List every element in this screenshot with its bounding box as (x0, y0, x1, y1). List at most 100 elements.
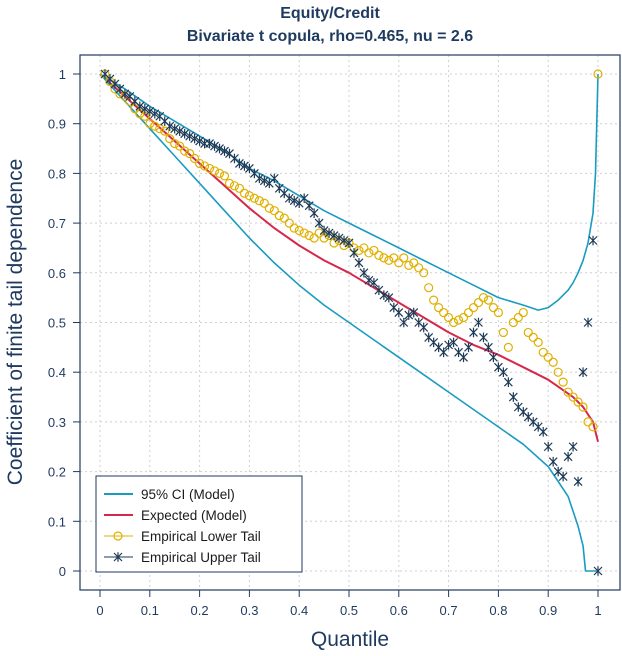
y-tick-label: 0.8 (48, 166, 66, 181)
lower-tail-point (498, 327, 508, 338)
lower-tail-point (384, 255, 394, 265)
upper-tail-point (120, 89, 130, 99)
lower-tail-point (578, 402, 588, 412)
lower-tail-point (304, 230, 314, 241)
legend-label: Expected (Model) (141, 508, 247, 523)
upper-tail-point (344, 238, 354, 248)
upper-tail-point (503, 377, 513, 387)
lower-tail-point (593, 69, 603, 79)
lower-tail-point (553, 367, 563, 377)
x-tick-label: 1 (594, 603, 601, 618)
x-tick-label: 0.6 (390, 603, 408, 618)
y-tick-label: 0.9 (48, 117, 66, 132)
upper-tail-point (543, 441, 553, 452)
lower-tail-point (269, 206, 279, 216)
upper-tail-point (135, 101, 145, 112)
upper-tail-point (588, 235, 598, 246)
x-tick-label: 0.1 (141, 603, 159, 618)
x-tick-label: 0.2 (191, 603, 209, 618)
upper-tail-point (140, 103, 150, 114)
upper-tail-point (210, 141, 219, 151)
upper-tail-point (548, 456, 558, 467)
lower-tail-point (513, 312, 523, 323)
lower-tail-point (259, 198, 269, 208)
legend-swatch-marker (113, 531, 123, 541)
lower-tail-point (409, 258, 419, 268)
upper-tail-point (508, 392, 518, 402)
upper-tail-point (254, 173, 264, 184)
marker-layer (100, 69, 603, 576)
upper-tail-point (583, 317, 593, 328)
lower-tail-point (533, 337, 543, 347)
upper-tail-point (289, 195, 299, 206)
lower-tail-point (160, 126, 170, 136)
x-tick-label: 0.7 (440, 603, 458, 618)
upper-tail-point (324, 228, 334, 238)
upper-tail-point (488, 352, 498, 363)
lower-tail-point (468, 302, 479, 313)
upper-tail-point (334, 233, 344, 243)
lower-tail-point (473, 298, 484, 308)
upper-tail-point (329, 230, 339, 241)
lower-tail-point (204, 163, 215, 174)
y-tick-label: 0.6 (48, 266, 66, 281)
lower-tail-point (379, 253, 389, 263)
lower-tail-point (354, 245, 364, 256)
upper-tail-point (563, 451, 573, 462)
y-tick-label: 0 (59, 564, 66, 579)
upper-tail-point (175, 126, 185, 136)
lower-tail-point (145, 119, 155, 129)
x-tick-label: 0.5 (340, 603, 358, 618)
y-tick-label: 0.4 (48, 365, 66, 380)
lower-tail-point (434, 302, 444, 313)
upper-tail-point (190, 133, 200, 144)
upper-tail-point (239, 161, 249, 171)
lower-tail-point (214, 168, 225, 178)
lower-tail-point (528, 332, 538, 343)
lower-tail-point (389, 253, 399, 263)
upper-tail-point (309, 208, 319, 218)
lower-tail-point (429, 295, 439, 305)
chart-subtitle: Bivariate t copula, rho=0.465, nu = 2.6 (187, 28, 473, 45)
upper-tail-point (304, 200, 314, 211)
chart-title: Equity/Credit (280, 5, 380, 22)
upper-tail-point (354, 258, 364, 268)
legend-label: 95% CI (Model) (141, 487, 235, 502)
upper-tail-point (573, 476, 583, 487)
lower-tail-point (199, 161, 210, 171)
lower-tail-point (458, 312, 469, 323)
lower-tail-point (234, 183, 245, 193)
upper-tail-point (593, 566, 603, 576)
upper-tail-point (205, 138, 214, 149)
upper-tail-point (220, 146, 229, 156)
lower-tail-point (453, 315, 464, 325)
lower-tail-point (264, 203, 274, 213)
upper-tail-point (215, 143, 224, 154)
lower-tail-point (503, 342, 513, 352)
upper-tail-point (449, 337, 459, 348)
lower-tail-point (369, 245, 379, 256)
lower-tail-point (483, 295, 494, 305)
lower-tail-point (314, 228, 324, 238)
lower-tail-point (414, 263, 424, 273)
upper-tail-point (379, 290, 389, 300)
upper-tail-point (170, 123, 180, 134)
lower-tail-point (364, 248, 374, 258)
lower-tail-point (588, 422, 598, 432)
lower-tail-point (175, 141, 185, 151)
upper-tail-point (484, 342, 493, 353)
lower-tail-point (170, 138, 180, 149)
lower-tail-point (488, 302, 499, 313)
upper-tail-point (314, 218, 324, 228)
x-tick-label: 0.9 (539, 603, 557, 618)
upper-tail-point (299, 193, 309, 204)
upper-tail-point (269, 173, 279, 184)
lower-tail-point (493, 307, 503, 318)
upper-tail-point (339, 235, 349, 246)
upper-tail-point (459, 352, 468, 363)
lower-tail-point (294, 225, 304, 236)
upper-tail-point (165, 121, 175, 131)
lower-tail-point (299, 228, 309, 238)
lower-tail-point (448, 317, 459, 328)
y-tick-label: 0.2 (48, 465, 66, 480)
